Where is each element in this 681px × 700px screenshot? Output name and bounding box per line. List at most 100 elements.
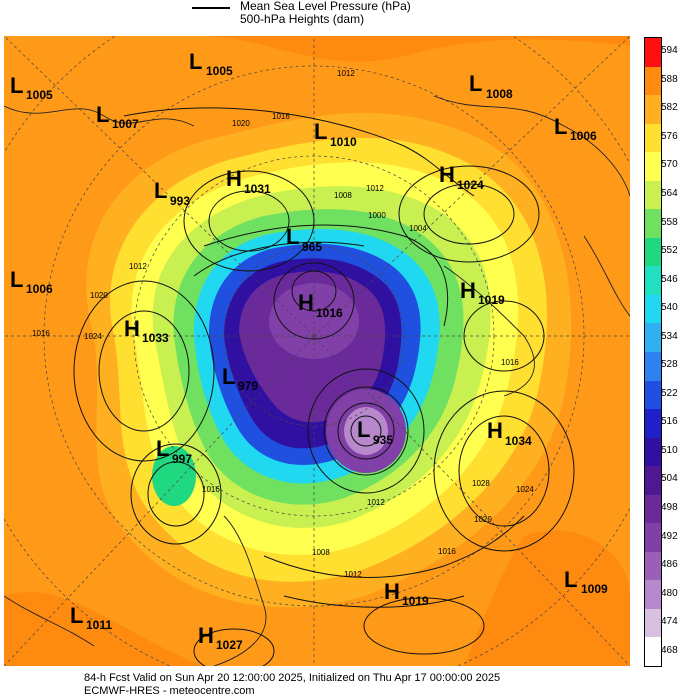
- isobar-label: 1012: [337, 69, 355, 78]
- isobar-label: 1012: [344, 570, 362, 579]
- high-1019-south: H 1019: [384, 579, 429, 608]
- scale-label: 552: [661, 245, 678, 257]
- svg-text:L: L: [286, 224, 299, 249]
- scale-label: 504: [661, 473, 678, 485]
- svg-text:H: H: [124, 316, 140, 341]
- scale-label: 540: [661, 302, 678, 314]
- svg-text:1024: 1024: [457, 178, 484, 192]
- legend-line-symbol: [192, 7, 230, 9]
- scale-swatch: [645, 608, 661, 638]
- high-1027: H 1027: [198, 623, 243, 652]
- isobar-label: 1024: [516, 485, 534, 494]
- low-1010: L 1010: [314, 119, 357, 149]
- high-1016: H 1016: [298, 290, 343, 320]
- svg-text:L: L: [564, 567, 577, 592]
- scale-label: 474: [661, 616, 678, 628]
- scale-label: 570: [661, 159, 678, 171]
- forecast-valid-text: 84-h Fcst Valid on Sun Apr 20 12:00:00 2…: [84, 672, 501, 684]
- isobar-label: 1016: [501, 358, 519, 367]
- scale-swatch: [645, 637, 661, 667]
- low-1011: L 1011: [70, 603, 112, 632]
- footer: 84-h Fcst Valid on Sun Apr 20 12:00:00 2…: [0, 672, 681, 700]
- scale-swatch: [645, 95, 661, 125]
- svg-text:L: L: [10, 73, 23, 98]
- svg-text:H: H: [226, 166, 242, 191]
- svg-text:H: H: [460, 278, 476, 303]
- svg-text:1006: 1006: [26, 282, 53, 296]
- svg-text:1007: 1007: [112, 117, 139, 131]
- svg-text:1019: 1019: [478, 293, 505, 307]
- scale-swatch: [645, 38, 661, 68]
- isobar-label: 1012: [129, 262, 147, 271]
- high-1031: H 1031: [226, 166, 271, 196]
- svg-text:H: H: [487, 418, 503, 443]
- svg-text:L: L: [314, 119, 327, 144]
- svg-text:L: L: [357, 417, 370, 442]
- svg-text:1034: 1034: [505, 434, 532, 448]
- scale-label: 582: [661, 102, 678, 114]
- scale-swatch: [645, 523, 661, 553]
- high-1034: H 1034: [487, 418, 532, 448]
- scale-label: 558: [661, 216, 678, 228]
- scale-label: 588: [661, 73, 678, 85]
- scale-swatch: [645, 294, 661, 324]
- high-1019-east: H 1019: [460, 278, 505, 307]
- low-1007: L 1007: [96, 102, 139, 131]
- isobar-label: 1020: [232, 119, 250, 128]
- low-935: L 935: [357, 417, 393, 447]
- isobars: [73, 107, 575, 666]
- isobar-label: 1020: [90, 291, 108, 300]
- isobar-label: 1008: [334, 191, 352, 200]
- scale-label: 594: [661, 45, 678, 57]
- svg-text:1005: 1005: [206, 64, 233, 78]
- svg-text:1006: 1006: [570, 129, 597, 143]
- scale-label: 564: [661, 188, 678, 199]
- high-1024: H 1024: [439, 162, 484, 192]
- scale-label: 480: [661, 587, 678, 599]
- svg-text:1010: 1010: [330, 135, 357, 149]
- scale-swatch: [645, 437, 661, 467]
- svg-text:L: L: [154, 178, 167, 203]
- scale-swatch: [645, 323, 661, 353]
- svg-text:L: L: [469, 71, 482, 96]
- model-source-text: ECMWF-HRES - meteocentre.com: [84, 685, 255, 697]
- low-997: L 997: [156, 436, 192, 466]
- isobar-label: 1016: [438, 547, 456, 556]
- height-shading-590-southwest: [4, 592, 204, 666]
- isobar-label: 1008: [312, 548, 330, 557]
- high-1033: H 1033: [124, 316, 169, 345]
- scale-swatch: [645, 266, 661, 296]
- low-1008: L 1008: [469, 71, 513, 101]
- svg-text:L: L: [554, 114, 567, 139]
- svg-text:L: L: [10, 267, 23, 292]
- scale-label: 546: [661, 273, 678, 285]
- scale-swatch: [645, 152, 661, 182]
- isobar-label: 1016: [272, 112, 290, 121]
- svg-text:L: L: [156, 436, 169, 461]
- height-shading-590-southeast: [464, 530, 630, 666]
- scale-label: 492: [661, 530, 678, 542]
- svg-text:1033: 1033: [142, 331, 169, 345]
- svg-text:1011: 1011: [86, 618, 112, 632]
- height-shading-590-north: [204, 36, 630, 62]
- low-1005-west: L 1005: [10, 73, 53, 102]
- svg-text:1031: 1031: [244, 182, 271, 196]
- scale-label: 468: [661, 644, 678, 656]
- legend-header: Mean Sea Level Pressure (hPa) 500-hPa He…: [0, 0, 681, 34]
- low-993: L 993: [154, 178, 190, 208]
- svg-text:H: H: [198, 623, 214, 648]
- scale-label: 528: [661, 359, 678, 371]
- svg-text:L: L: [189, 49, 202, 74]
- pressure-systems: L 1005 L 1005 L 1007 L 1008 L 1006 L 1010 L 993…: [10, 49, 608, 652]
- legend-mslp-label: Mean Sea Level Pressure (hPa): [240, 0, 411, 13]
- svg-text:1008: 1008: [486, 87, 513, 101]
- legend-heights-label: 500-hPa Heights (dam): [240, 12, 365, 26]
- latlon-grid: [4, 36, 630, 666]
- isobar-label: 1016: [202, 485, 220, 494]
- low-1005-north: L 1005: [189, 49, 233, 78]
- low-1006-northeast: L 1006: [554, 114, 597, 143]
- scale-label: 486: [661, 559, 678, 571]
- scale-swatch: [645, 66, 661, 96]
- svg-text:1016: 1016: [316, 306, 343, 320]
- scale-label: 576: [661, 130, 678, 142]
